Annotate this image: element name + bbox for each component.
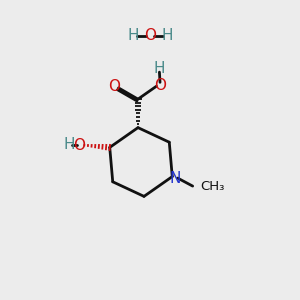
Text: H: H [154, 61, 165, 76]
Text: O: O [154, 78, 166, 93]
Text: O: O [144, 28, 156, 43]
Text: O: O [74, 138, 86, 153]
Text: H: H [64, 137, 75, 152]
Text: O: O [108, 79, 120, 94]
Text: H: H [161, 28, 172, 43]
Text: H: H [128, 28, 139, 43]
Text: N: N [169, 171, 181, 186]
Text: CH₃: CH₃ [200, 180, 224, 193]
